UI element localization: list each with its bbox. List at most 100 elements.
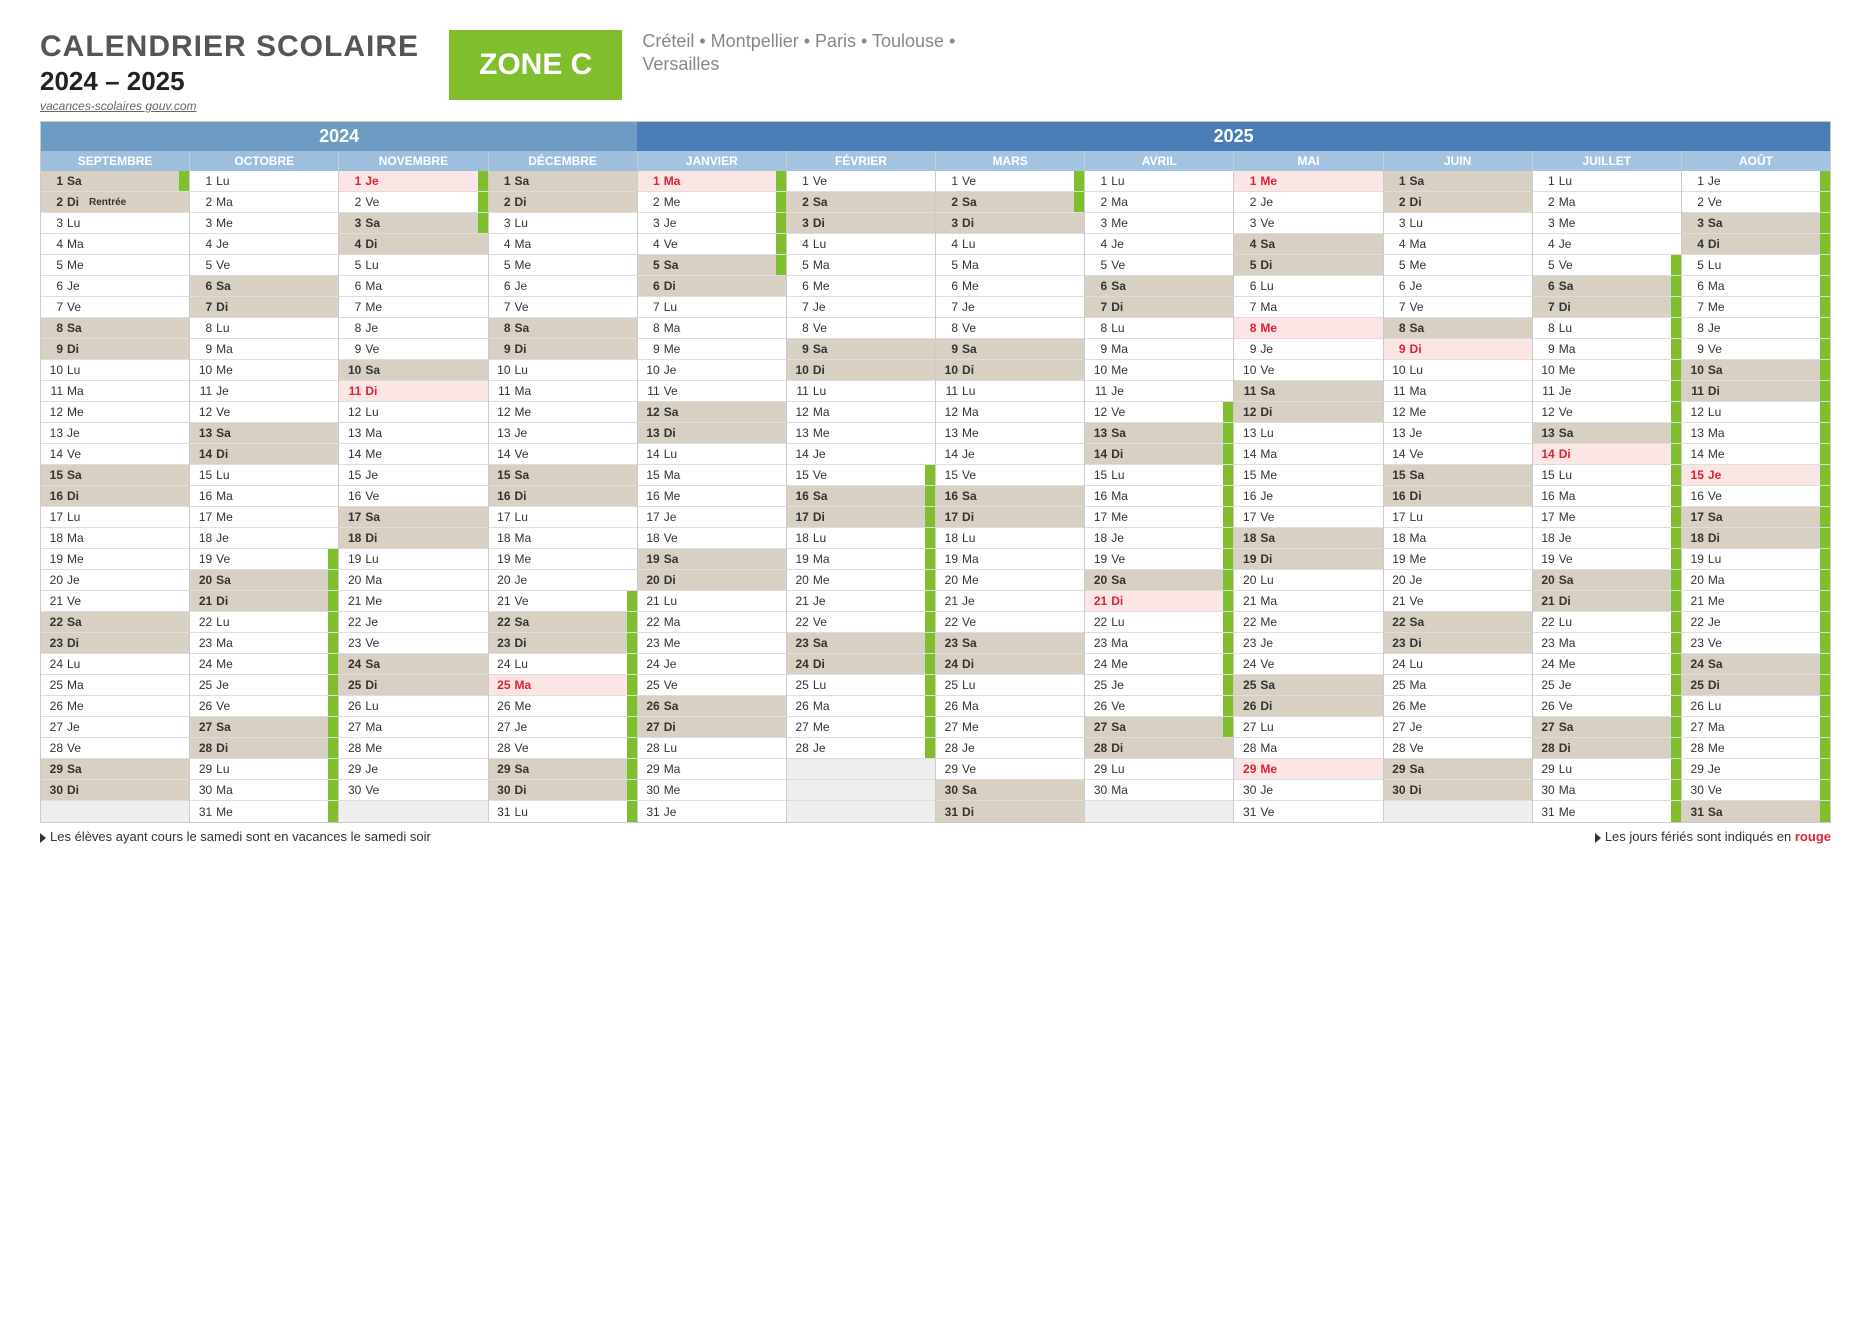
- source-link[interactable]: vacances-scolaires gouv.com: [40, 99, 197, 113]
- day-cell: 6Je: [41, 276, 189, 297]
- day-number: 31: [1537, 805, 1555, 819]
- day-number: 8: [194, 321, 212, 335]
- day-dow: Ve: [1111, 552, 1131, 566]
- day-cell: 25Ma: [489, 675, 637, 696]
- day-cell: 25Lu: [936, 675, 1084, 696]
- day-number: 18: [343, 531, 361, 545]
- day-dow: Me: [1260, 174, 1280, 188]
- day-number: 19: [343, 552, 361, 566]
- day-number: 5: [1537, 258, 1555, 272]
- day-number: 24: [1089, 657, 1107, 671]
- day-number: 10: [493, 363, 511, 377]
- day-number: 15: [493, 468, 511, 482]
- day-cell: 9Di: [489, 339, 637, 360]
- day-cell: 16Sa: [787, 486, 935, 507]
- day-dow: Lu: [813, 384, 833, 398]
- day-dow: Ma: [664, 615, 684, 629]
- day-dow: Me: [962, 720, 982, 734]
- vacation-strip: [776, 234, 786, 254]
- day-number: 9: [1089, 342, 1107, 356]
- day-cell: 23Ve: [1682, 633, 1830, 654]
- day-dow: Ve: [365, 783, 385, 797]
- day-dow: Lu: [664, 447, 684, 461]
- day-number: 12: [940, 405, 958, 419]
- day-cell: 13Sa: [1085, 423, 1233, 444]
- day-cell: 10Je: [638, 360, 786, 381]
- day-cell: 1Sa: [1384, 171, 1532, 192]
- day-number: 9: [1238, 342, 1256, 356]
- day-cell: 27Sa: [190, 717, 338, 738]
- day-number: 9: [940, 342, 958, 356]
- day-cell: 28Lu: [638, 738, 786, 759]
- day-dow: Ma: [67, 384, 87, 398]
- vacation-strip: [776, 213, 786, 233]
- day-dow: Ma: [1260, 300, 1280, 314]
- day-dow: Me: [1559, 216, 1579, 230]
- day-cell: 10Me: [190, 360, 338, 381]
- day-cell: 11Je: [1533, 381, 1681, 402]
- day-dow: Lu: [1111, 174, 1131, 188]
- day-number: 19: [1238, 552, 1256, 566]
- day-number: 23: [940, 636, 958, 650]
- day-dow: Je: [813, 447, 833, 461]
- day-cell: 22Lu: [1085, 612, 1233, 633]
- day-cell: 6Me: [787, 276, 935, 297]
- day-dow: Me: [1708, 300, 1728, 314]
- day-dow: Ve: [515, 594, 535, 608]
- day-number: 27: [1089, 720, 1107, 734]
- day-cell: 28Di: [1085, 738, 1233, 759]
- day-cell: 19Me: [41, 549, 189, 570]
- day-number: 26: [940, 699, 958, 713]
- day-dow: Ve: [216, 258, 236, 272]
- day-number: 16: [194, 489, 212, 503]
- day-cell: 28Ve: [1384, 738, 1532, 759]
- day-dow: Me: [515, 699, 535, 713]
- day-dow: Je: [67, 720, 87, 734]
- day-number: 2: [194, 195, 212, 209]
- vacation-strip: [1820, 528, 1830, 548]
- day-number: 2: [45, 195, 63, 209]
- day-cell: 5Sa: [638, 255, 786, 276]
- day-dow: Je: [216, 237, 236, 251]
- day-number: 27: [1238, 720, 1256, 734]
- day-number: 30: [194, 783, 212, 797]
- day-dow: Di: [216, 594, 236, 608]
- day-dow: Me: [216, 510, 236, 524]
- day-number: 18: [791, 531, 809, 545]
- day-dow: Me: [1708, 447, 1728, 461]
- vacation-strip: [627, 738, 637, 758]
- day-number: 19: [194, 552, 212, 566]
- day-number: 18: [1089, 531, 1107, 545]
- day-dow: Di: [664, 426, 684, 440]
- vacation-strip: [627, 717, 637, 737]
- day-cell: 14Ve: [1384, 444, 1532, 465]
- day-cell: 1Je: [1682, 171, 1830, 192]
- day-dow: Je: [1559, 531, 1579, 545]
- day-cell: 7Ve: [41, 297, 189, 318]
- day-dow: Ve: [1708, 783, 1728, 797]
- day-dow: Je: [1410, 720, 1430, 734]
- vacation-strip: [627, 654, 637, 674]
- day-number: 12: [343, 405, 361, 419]
- day-dow: Sa: [515, 174, 535, 188]
- day-dow: Ma: [962, 699, 982, 713]
- day-number: 27: [493, 720, 511, 734]
- day-number: 25: [1238, 678, 1256, 692]
- day-cell: 23Sa: [787, 633, 935, 654]
- day-number: 21: [1686, 594, 1704, 608]
- day-cell: 5Me: [489, 255, 637, 276]
- day-number: 26: [194, 699, 212, 713]
- day-cell: 2Di: [489, 192, 637, 213]
- vacation-strip: [925, 675, 935, 695]
- day-number: 19: [45, 552, 63, 566]
- day-cell: 2Ma: [1533, 192, 1681, 213]
- day-cell: 1Sa: [41, 171, 189, 192]
- day-number: 26: [493, 699, 511, 713]
- day-dow: Sa: [216, 573, 236, 587]
- day-cell: 17Lu: [41, 507, 189, 528]
- day-dow: Lu: [365, 699, 385, 713]
- day-number: 31: [194, 805, 212, 819]
- day-number: 26: [1238, 699, 1256, 713]
- day-cell: 30Ma: [1533, 780, 1681, 801]
- vacation-strip: [925, 486, 935, 506]
